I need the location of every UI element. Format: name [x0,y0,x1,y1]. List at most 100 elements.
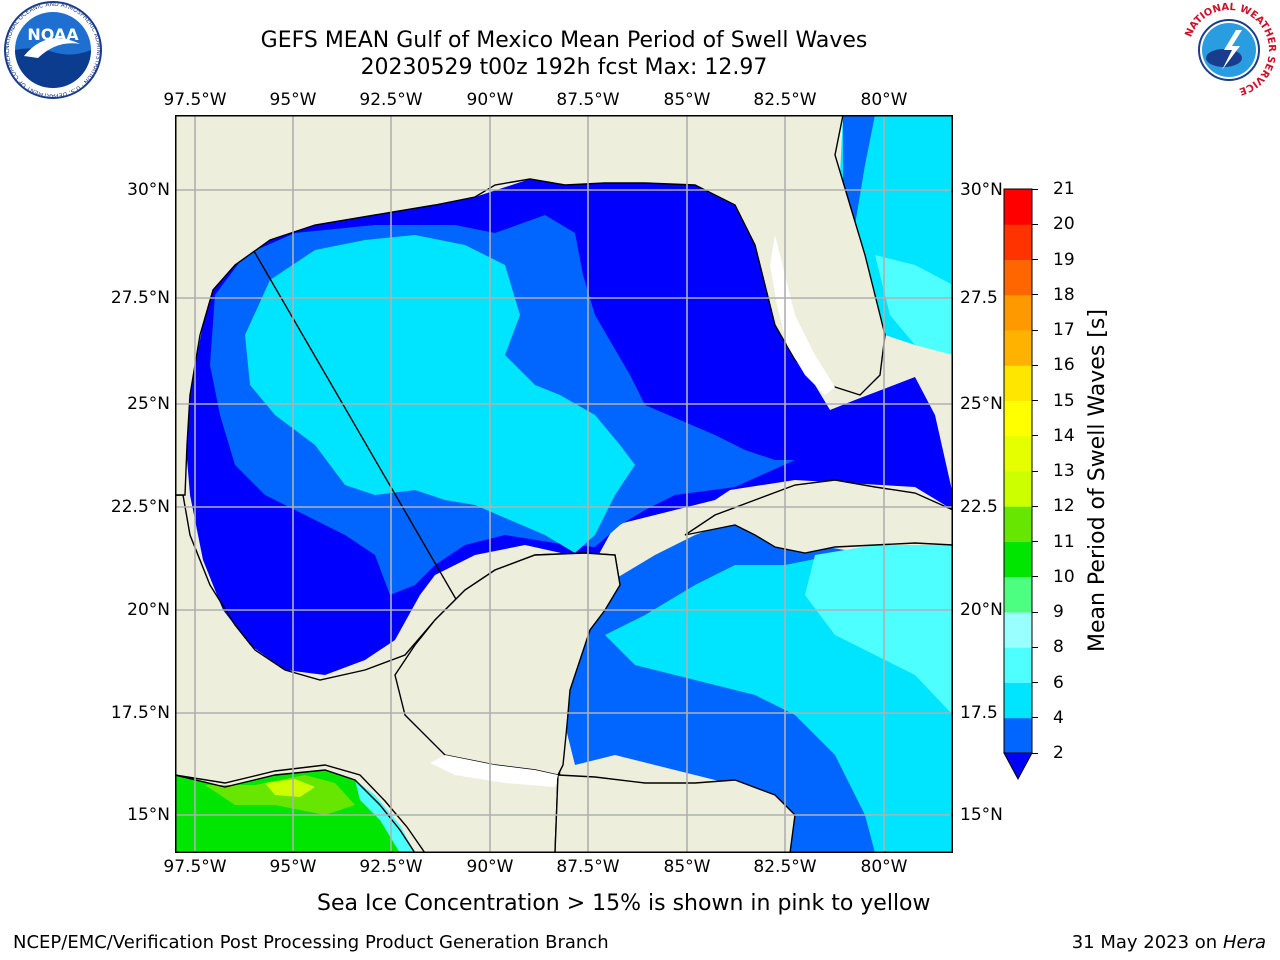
lon-label-bottom: 87.5°W [556,857,620,877]
lon-label-top: 92.5°W [359,90,423,110]
colorbar-tick-label: 12 [1053,496,1075,517]
colorbar-swatch [1004,400,1032,437]
yucatan-peninsula-land [394,552,621,776]
noaa-wordmark: NOAA [27,25,79,44]
lon-label-bottom: 85°W [663,857,711,877]
lat-label-right: 22.5 [960,497,998,517]
pacific-swell-field-yellowgreen [265,779,315,797]
colorbar-swatch [1004,189,1032,225]
colorbar-swatch [1004,435,1032,472]
lat-label-right: 30°N [960,180,1003,200]
colorbar-label: Mean Period of Swell Waves [s] [1085,309,1110,652]
lat-label-left: 27.5°N [110,288,170,308]
credit-line: NCEP/EMC/Verification Post Processing Pr… [13,932,609,953]
machine-name: Hera [1222,932,1266,953]
colorbar-tick-mark [1032,611,1038,613]
date-text: 31 May 2023 on [1071,932,1218,953]
lat-label-left: 17.5°N [110,703,170,723]
colorbar-tick-label: 17 [1053,320,1075,340]
colorbar-swatch [1004,506,1032,542]
lon-label-top: 82.5°W [753,90,817,110]
atlantic-swell-field-medium [843,115,875,225]
colorbar-tick-mark [1032,682,1038,683]
lat-label-right: 17.5 [960,703,998,723]
colorbar-tick-mark [1032,646,1038,648]
colorbar-tick-mark [1032,576,1038,578]
lon-label-bottom: 92.5°W [359,857,423,877]
colorbar-tick-label: 18 [1053,284,1075,305]
no-data-fringe-yucatan [430,755,558,787]
colorbar-tick-label: 19 [1053,249,1075,270]
date-line: 31 May 2023 on Hera [1072,932,1266,954]
colorbar-tick-mark [1032,223,1038,225]
colorbar-swatch [1004,224,1032,260]
lon-label-top: 87.5°W [556,90,620,110]
colorbar-swatch [1004,365,1032,401]
colorbar-tick-label: 6 [1053,672,1064,693]
lon-label-bottom: 80°W [860,857,908,877]
no-data-fringe-florida [770,235,835,395]
colorbar-swatch [1004,576,1032,613]
colorbar-tick-label: 8 [1053,637,1064,658]
colorbar-tick-mark [1032,329,1038,331]
sea-ice-note: Sea Ice Concentration > 15% is shown in … [317,891,931,916]
colorbar-tick-mark [1032,505,1038,507]
colorbar-swatch [1004,717,1032,754]
colorbar-tick-label: 20 [1053,214,1075,235]
colorbar-swatch [1004,259,1032,296]
colorbar-tick-label: 10 [1053,566,1075,587]
colorbar-tick-label: 9 [1053,602,1064,622]
land-masses [175,115,953,853]
colorbar-tick-label: 13 [1053,461,1075,481]
cuba-land [684,479,953,554]
lat-label-right: 27.5 [960,288,998,308]
colorbar-swatch [1004,471,1032,507]
lon-label-top: 95°W [269,90,317,110]
lat-label-right: 25°N [960,394,1003,414]
lon-label-bottom: 97.5°W [163,857,227,877]
lon-label-top: 90°W [466,90,514,110]
colorbar-tick-mark [1032,470,1038,472]
lon-label-bottom: 82.5°W [753,857,817,877]
honduras-coast-land [554,774,796,853]
colorbar-tick-mark [1032,752,1038,754]
colorbar-swatch [1004,647,1032,683]
graticule [175,115,953,853]
colorbar-swatch [1004,541,1032,578]
colorbar-tick-mark [1032,541,1038,542]
atlantic-swell-field-light [875,255,953,355]
lat-label-left: 30°N [127,180,170,200]
map-frame [175,115,953,853]
us-gulf-coast-land [175,115,886,496]
colorbar-tick-mark [1032,400,1038,401]
colorbar-tick-mark [1032,259,1038,260]
colorbar-tick-mark [1032,188,1038,190]
colorbar-tick-label: 14 [1053,425,1075,446]
colorbar [1003,188,1033,781]
lat-label-left: 22.5°N [110,497,170,517]
lon-label-top: 80°W [860,90,908,110]
colorbar-tick-label: 11 [1053,531,1075,552]
caribbean-swell-field-light [805,545,953,715]
lat-label-left: 15°N [127,805,170,825]
colorbar-tick-label: 15 [1053,390,1075,411]
gulf-of-mexico-map [175,115,953,853]
colorbar-tick-mark [1032,435,1038,437]
colorbar-tick-label: 16 [1053,355,1075,376]
colorbar-swatch [1004,330,1032,366]
lon-label-top: 97.5°W [163,90,227,110]
colorbar-tick-mark [1032,717,1038,719]
map-title: GEFS MEAN Gulf of Mexico Mean Period of … [260,28,868,53]
lon-label-top: 85°W [663,90,711,110]
colorbar-under-arrow [1003,752,1033,781]
colorbar-tick-mark [1032,364,1038,366]
pacific-swell-field-edge [355,780,415,853]
colorbar-swatch [1004,612,1032,648]
colorbar-tick-label: 4 [1053,707,1064,728]
colorbar-tick-label: 2 [1053,743,1064,763]
gulf-swell-field-cyan [245,235,635,553]
lat-label-right: 15°N [960,805,1003,825]
lat-label-left: 25°N [127,394,170,414]
noaa-logo: NATIONAL OCEANIC AND ATMOSPHERIC ADMINIS… [2,0,102,99]
colorbar-swatch [1004,682,1032,719]
